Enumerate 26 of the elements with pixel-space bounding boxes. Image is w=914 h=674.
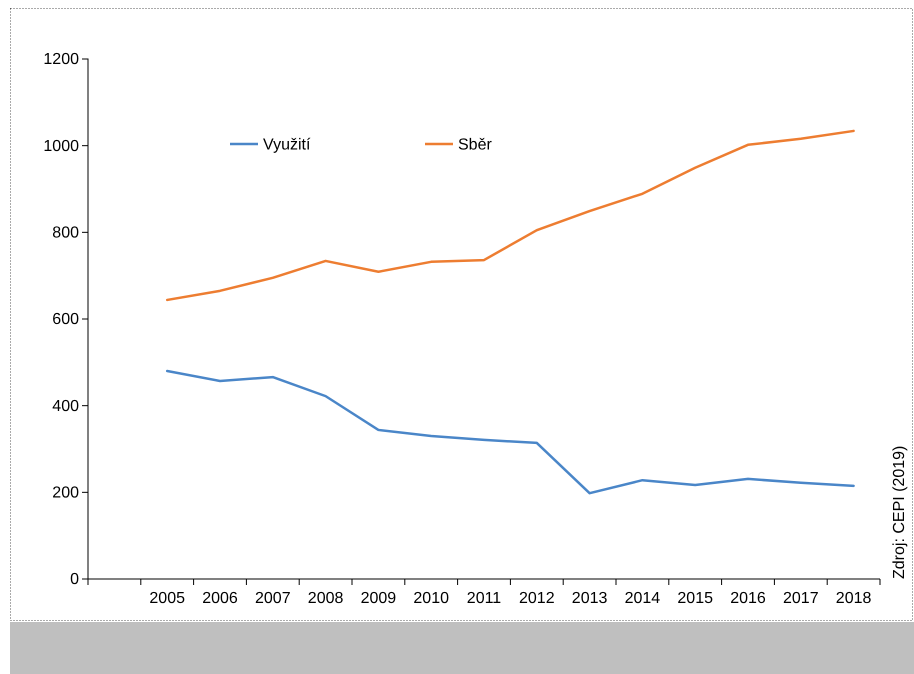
line-series — [166, 130, 855, 302]
y-tick-label: 200 — [52, 484, 80, 502]
x-tick-label: 2005 — [149, 590, 186, 607]
y-tick-label: 1200 — [43, 51, 80, 68]
legend-label: Využití — [263, 136, 311, 154]
x-tick-label: 2007 — [255, 590, 291, 607]
x-tick-label: 2009 — [360, 590, 396, 607]
x-tick-label: 2016 — [730, 590, 766, 607]
x-tick-label: 2014 — [624, 590, 660, 607]
y-tick-label: 0 — [70, 571, 80, 588]
x-tick-label: 2006 — [202, 590, 238, 607]
y-tick-label: 1000 — [43, 138, 80, 155]
y-tick-label: 400 — [52, 398, 80, 415]
x-tick-label: 2008 — [308, 590, 344, 607]
x-tick-label: 2010 — [413, 590, 450, 607]
text: Zdroj: CEPI (2019) — [891, 446, 908, 579]
legend-label: Sběr — [458, 136, 492, 154]
line-series — [166, 370, 855, 494]
x-tick-label: 2012 — [519, 590, 555, 607]
x-tick-label: 2013 — [572, 590, 608, 607]
x-tick-label: 2017 — [783, 590, 819, 607]
x-tick-label: 2015 — [677, 590, 714, 607]
x-tick-label: 2018 — [836, 590, 872, 607]
y-tick-label: 600 — [52, 311, 80, 328]
x-tick-label: 2011 — [466, 590, 502, 607]
y-tick-label: 800 — [52, 224, 80, 242]
